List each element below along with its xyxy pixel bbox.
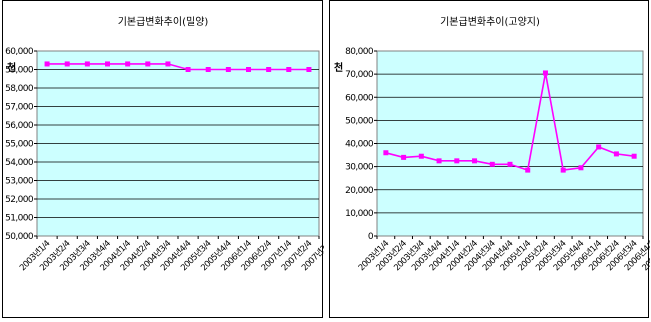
unit-label: 천 — [7, 61, 16, 74]
y-tick-label: 20,000 — [345, 186, 374, 196]
y-tick-label: 51,000 — [5, 214, 34, 224]
data-point — [64, 61, 70, 67]
data-point — [436, 158, 442, 164]
data-point — [613, 151, 619, 157]
data-point — [246, 67, 251, 72]
data-point — [560, 167, 566, 173]
data-point — [205, 67, 211, 72]
series-line — [47, 63, 309, 71]
chart-title: 기본급변화추이(고양지) — [440, 16, 540, 28]
y-tick-label: 80,000 — [345, 47, 374, 57]
data-point — [44, 61, 50, 67]
data-point — [266, 67, 272, 72]
data-point — [454, 158, 460, 164]
data-point — [286, 67, 292, 72]
y-tick-label: 10,000 — [345, 209, 374, 219]
data-point — [418, 153, 424, 159]
y-tick-label: 50,000 — [345, 116, 374, 126]
data-point — [489, 161, 495, 167]
data-point — [596, 144, 602, 150]
y-tick-label: 50,000 — [5, 232, 34, 242]
data-point — [542, 70, 548, 76]
y-tick-label: 0 — [368, 232, 374, 242]
chart-goyang: 기본급변화추이(고양지) 천 0 10,000 20,000 30,000 40,000… — [334, 16, 650, 273]
y-tick-label: 30,000 — [345, 163, 374, 173]
y-tick-label: 59,000 — [5, 66, 34, 76]
y-tick-label: 40,000 — [345, 140, 374, 150]
data-point — [306, 67, 312, 72]
data-point — [578, 165, 584, 171]
y-tick-label: 58,000 — [5, 84, 34, 94]
y-tick-label: 54,000 — [5, 158, 34, 168]
y-tick-label: 56,000 — [5, 121, 34, 131]
chart-panel-miryang: 기본급변화추이(밀양) 천 50,000 51,000 52,000 53,000 54… — [2, 0, 324, 318]
y-tick-label: 60,000 — [345, 93, 374, 103]
data-point — [165, 61, 171, 67]
data-point — [125, 61, 131, 67]
data-point — [383, 150, 389, 156]
y-tick-label: 53,000 — [5, 177, 34, 187]
y-tick-label: 70,000 — [345, 70, 374, 80]
data-point — [105, 61, 110, 67]
y-tick-label: 60,000 — [5, 47, 34, 57]
unit-label: 천 — [334, 61, 343, 74]
data-point — [507, 161, 513, 167]
y-tick-label: 55,000 — [5, 140, 34, 150]
chart-title: 기본급변화추이(밀양) — [118, 16, 209, 28]
data-point — [631, 153, 637, 159]
data-point — [401, 154, 407, 160]
y-tick-label: 52,000 — [5, 195, 34, 205]
chart-panel-goyang: 기본급변화추이(고양지) 천 0 10,000 20,000 30,000 40,000… — [329, 0, 650, 318]
chart-miryang: 기본급변화추이(밀양) 천 50,000 51,000 52,000 53,000 54… — [5, 16, 324, 273]
data-point — [472, 158, 478, 164]
data-point — [225, 67, 231, 72]
data-point — [145, 61, 151, 67]
data-point — [185, 67, 191, 72]
data-point — [84, 61, 90, 67]
data-point — [525, 167, 531, 173]
y-tick-label: 57,000 — [5, 103, 34, 113]
